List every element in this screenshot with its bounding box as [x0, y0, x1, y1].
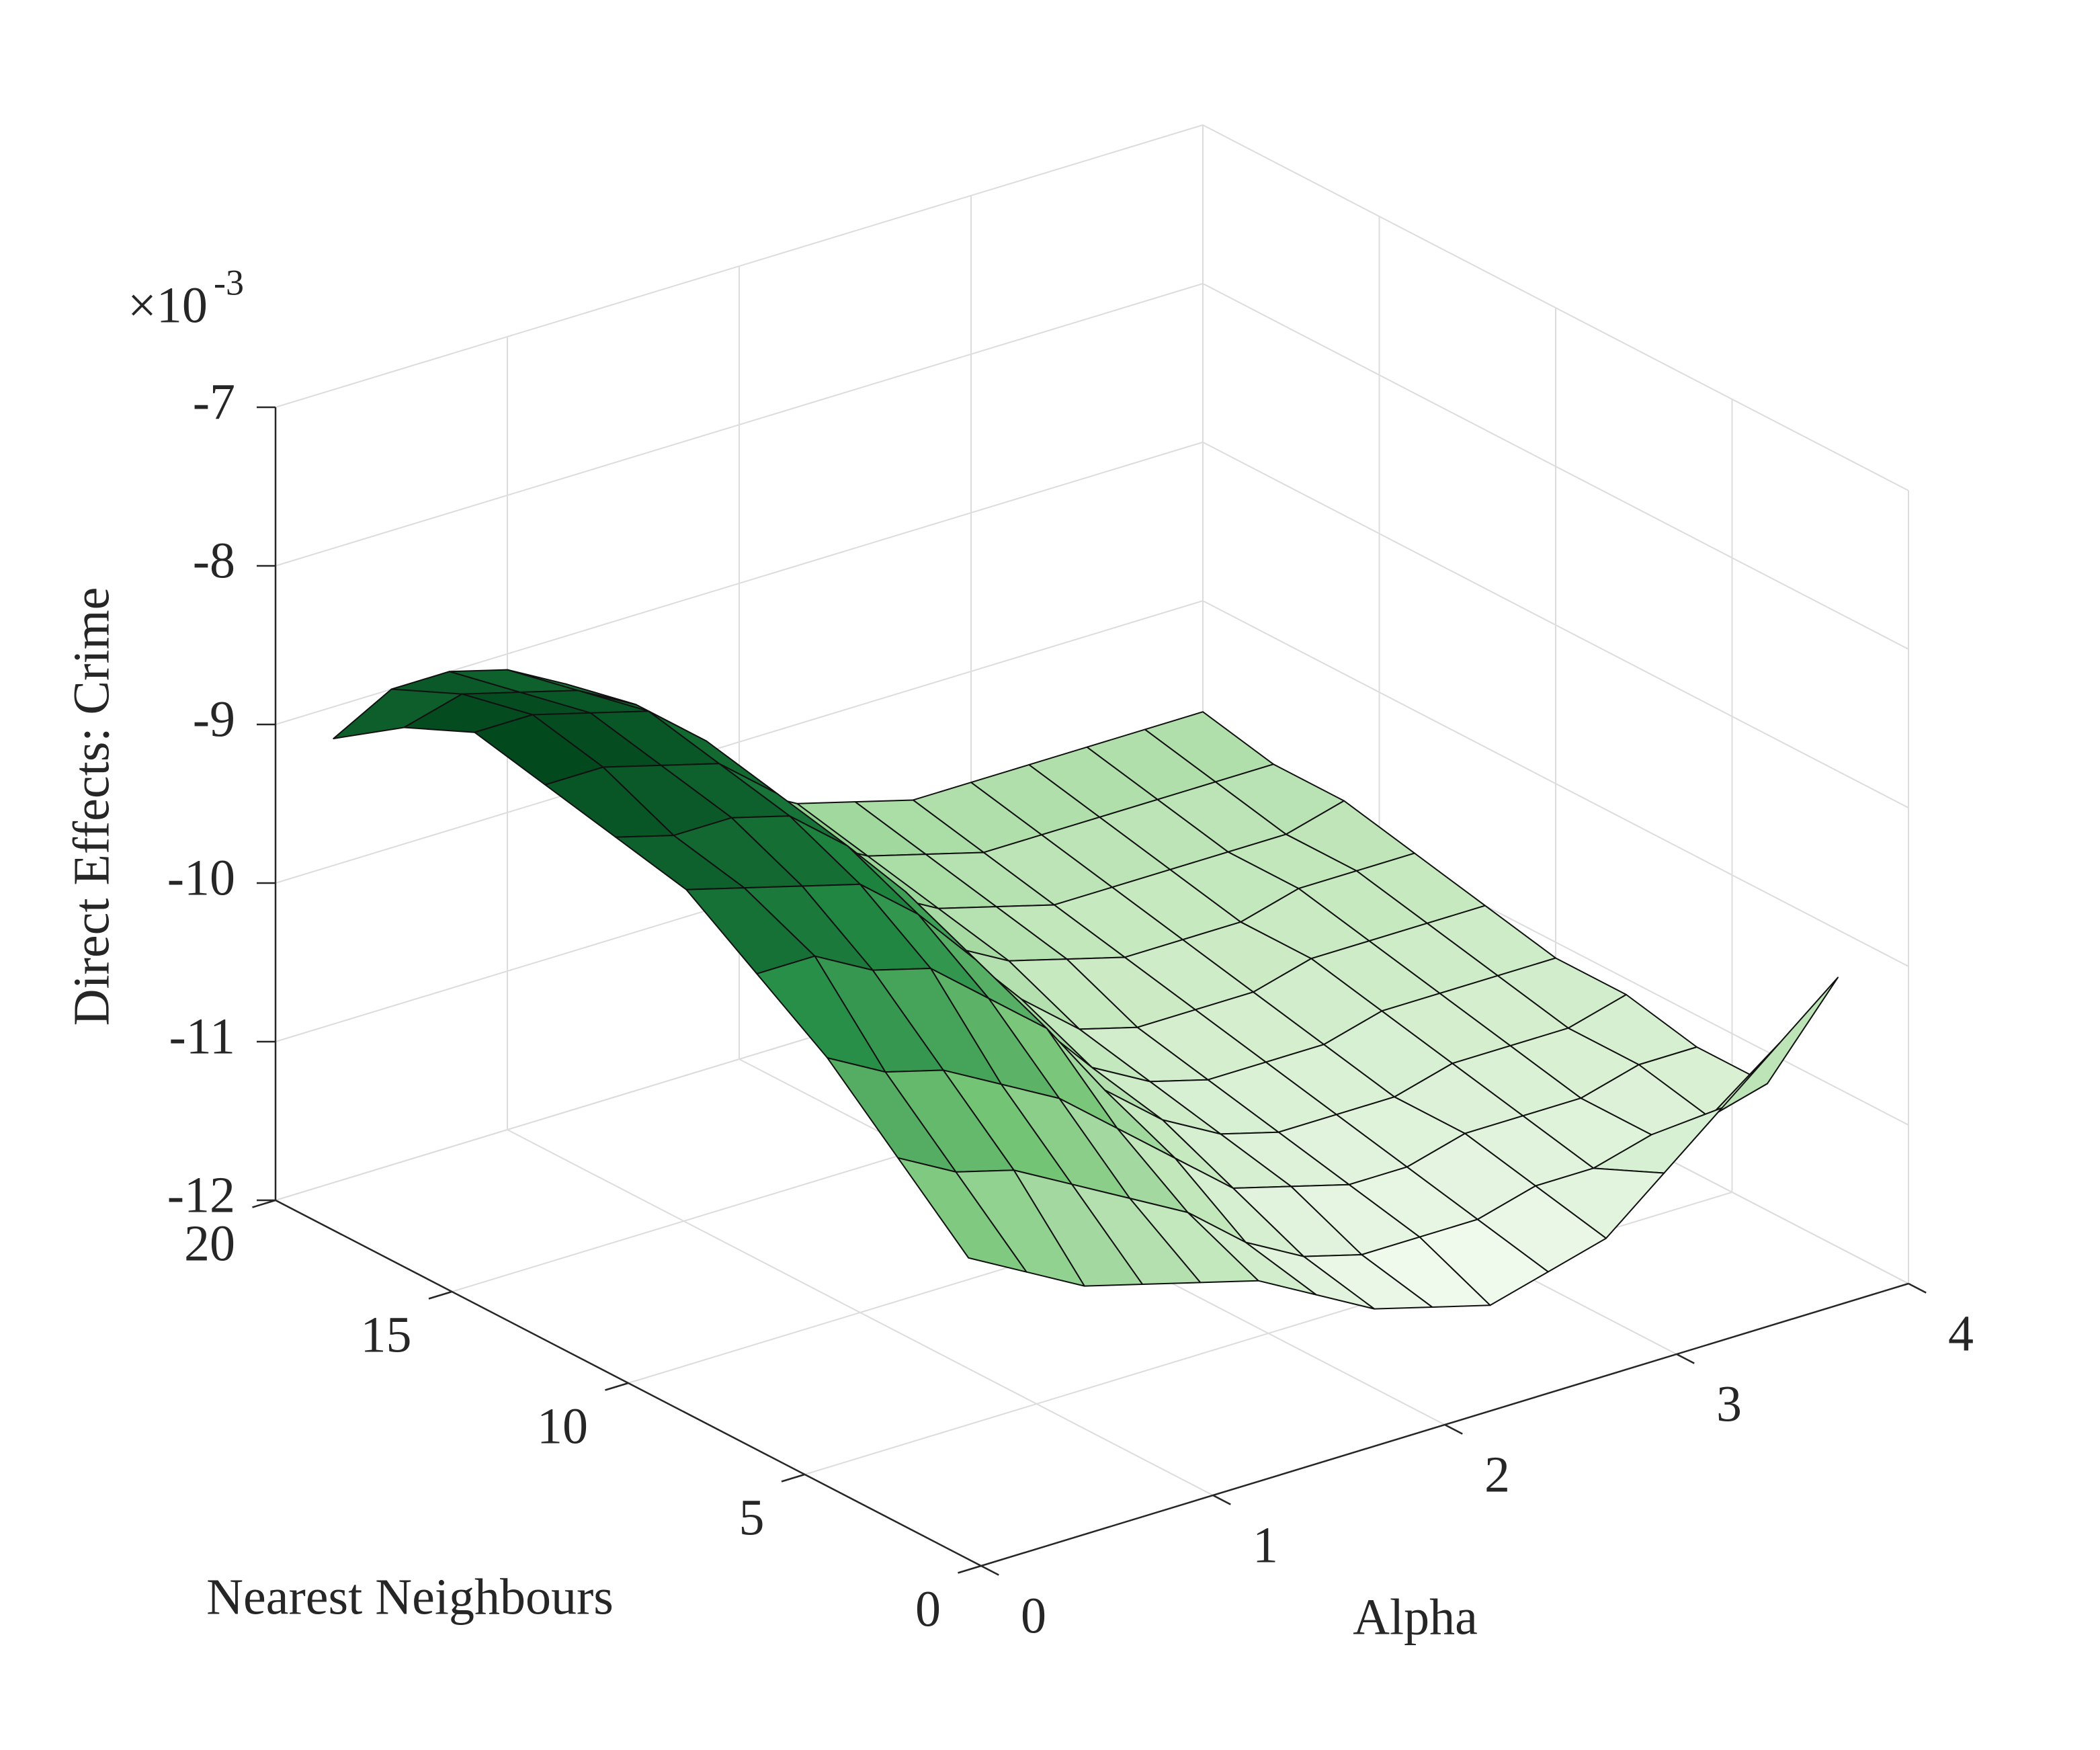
z-axis-label: Direct Effects: Crime: [63, 587, 120, 1026]
x-tick-label: 0: [1021, 1587, 1046, 1644]
x-axis-label: Alpha: [1353, 1589, 1478, 1645]
z-tick-label: -12: [167, 1167, 235, 1223]
surface-layer: [333, 669, 1839, 1310]
x-tick: [1212, 1494, 1231, 1505]
grid-line: [275, 124, 1204, 408]
y-tick: [781, 1473, 805, 1483]
x-tick: [1676, 1353, 1695, 1364]
multiplier-base: ×10: [128, 277, 208, 333]
y-tick: [252, 1199, 276, 1208]
y-axis-label: Nearest Neighbours: [206, 1569, 614, 1625]
z-tick-label: -7: [193, 374, 235, 430]
grid-line: [275, 283, 1204, 567]
x-tick: [1908, 1282, 1927, 1294]
x-tick-label: 1: [1253, 1517, 1278, 1573]
grid-line: [1202, 124, 1909, 491]
y-tick-label: 20: [184, 1215, 235, 1272]
y-tick-label: 0: [915, 1581, 941, 1637]
grid-line: [275, 600, 1204, 884]
x-tick: [980, 1565, 999, 1576]
z-tick-label: -10: [167, 849, 235, 906]
y-tick-label: 10: [537, 1398, 588, 1454]
x-tick-label: 3: [1716, 1376, 1742, 1432]
z-tick-label: -9: [193, 691, 235, 747]
surface-patch: [897, 1157, 1027, 1273]
multiplier-exponent: -3: [214, 262, 244, 302]
y-tick: [605, 1382, 629, 1391]
y-tick: [428, 1290, 452, 1300]
grid-line: [1202, 600, 1909, 967]
y-tick-label: 5: [739, 1489, 765, 1546]
y-tick-label: 15: [361, 1306, 412, 1363]
y-tick: [958, 1565, 982, 1574]
z-tick-label: -8: [193, 532, 235, 589]
x-tick-label: 4: [1948, 1305, 1974, 1362]
x-tick: [1444, 1423, 1463, 1435]
z-tick-label: -11: [169, 1008, 236, 1065]
grid-line: [1202, 283, 1909, 650]
x-tick-label: 2: [1484, 1446, 1510, 1503]
axes-layer: -12 -11 -10 -9 -8 -7 0 5 10 15 20 0 1 2 3 4: [167, 374, 1974, 1644]
grid-line: [1202, 442, 1909, 808]
